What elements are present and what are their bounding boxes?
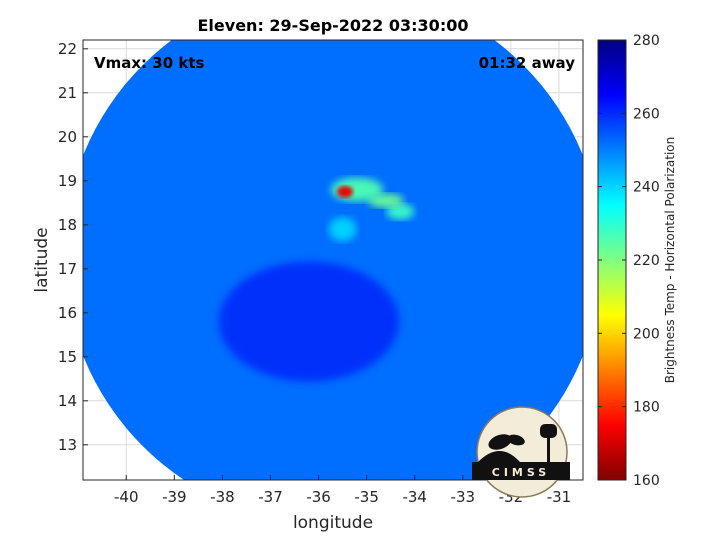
feature-core bbox=[337, 185, 354, 198]
data-layer bbox=[83, 40, 583, 480]
colorbar-ticks: 160 180 200 220 240 260 280 bbox=[598, 33, 660, 489]
y-tick-label: 18 bbox=[58, 216, 77, 234]
y-tick-label: 20 bbox=[58, 128, 77, 146]
colorbar-tick-label: 260 bbox=[633, 106, 660, 122]
y-tick-label: 13 bbox=[58, 436, 77, 454]
feature-cold-region bbox=[218, 261, 399, 382]
x-tick-label: -34 bbox=[402, 488, 427, 506]
y-tick-label: 22 bbox=[58, 40, 77, 58]
cimss-logo: CIMSS bbox=[472, 406, 570, 498]
x-tick-label: -36 bbox=[306, 488, 331, 506]
swath-disk bbox=[83, 40, 583, 480]
colorbar-tick-label: 160 bbox=[633, 473, 660, 489]
x-tick-label: -33 bbox=[451, 488, 476, 506]
chart-title: Eleven: 29-Sep-2022 03:30:00 bbox=[198, 16, 469, 35]
y-axis-label: latitude bbox=[32, 227, 52, 292]
vmax-annotation: Vmax: 30 kts bbox=[94, 54, 204, 72]
y-tick-label: 21 bbox=[58, 84, 77, 102]
colorbar-scale bbox=[597, 39, 627, 481]
axes-frame bbox=[82, 39, 584, 481]
x-ticks: -40 -39 -38 -37 -36 -35 -34 -33 -32 -31 bbox=[114, 475, 571, 506]
x-tick-label: -39 bbox=[162, 488, 187, 506]
colorbar-tick-label: 180 bbox=[633, 400, 660, 416]
colorbar-tick-label: 200 bbox=[633, 326, 660, 342]
x-axis-label: longitude bbox=[293, 513, 373, 533]
colorbar-tick-label: 240 bbox=[633, 180, 660, 196]
plot-area: -40 -39 -38 -37 -36 -35 -34 -33 -32 -31 131415161… bbox=[58, 39, 584, 506]
colorbar-tick-label: 220 bbox=[633, 253, 660, 269]
y-tick-label: 16 bbox=[58, 304, 77, 322]
colorbar: 160 180 200 220 240 260 280 Brightness Temp - … bbox=[597, 33, 677, 489]
feature-band-south bbox=[328, 217, 357, 242]
y-tick-label: 19 bbox=[58, 172, 77, 190]
cimss-logo-text: CIMSS bbox=[492, 466, 550, 479]
colorbar-tick-label: 280 bbox=[633, 33, 660, 49]
colorbar-label: Brightness Temp - Horizontal Polarizatio… bbox=[663, 137, 677, 384]
x-tick-label: -35 bbox=[354, 488, 379, 506]
y-tick-label: 14 bbox=[58, 392, 77, 410]
x-tick-label: -40 bbox=[114, 488, 139, 506]
features bbox=[218, 177, 415, 382]
feature-band-east-2 bbox=[386, 203, 415, 220]
x-tick-label: -31 bbox=[547, 488, 572, 506]
y-ticks: 13 14 15 16 17 18 19 20 21 22 bbox=[58, 40, 88, 454]
x-tick-label: -38 bbox=[210, 488, 235, 506]
y-tick-label: 15 bbox=[58, 348, 77, 366]
x-tick-label: -37 bbox=[258, 488, 283, 506]
time-away-annotation: 01:32 away bbox=[479, 54, 576, 72]
y-tick-label: 17 bbox=[58, 260, 77, 278]
